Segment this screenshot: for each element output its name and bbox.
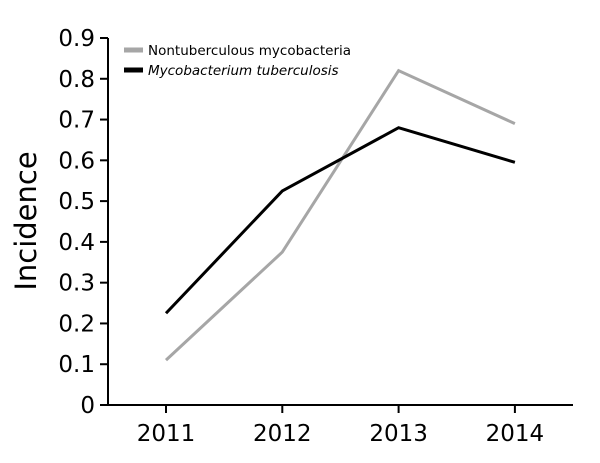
y-tick-label: 0.8 — [58, 67, 95, 93]
y-tick-label: 0.4 — [58, 230, 95, 256]
series-lines — [164, 68, 516, 362]
y-tick-label: 0.1 — [58, 352, 95, 378]
y-tick-label: 0.7 — [58, 108, 95, 134]
y-axis-ticks: 0 0.1 0.2 0.3 0.4 0.5 0.6 0.7 0.8 0.9 — [58, 26, 108, 419]
y-axis-title: Incidence — [9, 151, 43, 290]
legend-label-2: Mycobacterium tuberculosis — [148, 63, 339, 79]
x-tick-label: 2013 — [369, 421, 428, 447]
y-tick-label: 0.2 — [58, 311, 95, 337]
series-line-1 — [164, 68, 516, 362]
legend-label-1: Nontuberculous mycobacteria — [148, 43, 351, 59]
legend: Nontuberculous mycobacteria Mycobacterium… — [124, 43, 351, 79]
x-tick-label: 2012 — [253, 421, 312, 447]
x-axis-ticks: 2011 2012 2013 2014 — [137, 405, 544, 447]
y-tick-label: 0.6 — [58, 148, 95, 174]
x-tick-label: 2014 — [486, 421, 545, 447]
x-tick-label: 2011 — [137, 421, 196, 447]
y-tick-label: 0 — [80, 393, 95, 419]
series-line-2 — [164, 126, 516, 315]
y-tick-label: 0.9 — [58, 26, 95, 52]
y-tick-label: 0.3 — [58, 271, 95, 297]
y-tick-label: 0.5 — [58, 189, 95, 215]
